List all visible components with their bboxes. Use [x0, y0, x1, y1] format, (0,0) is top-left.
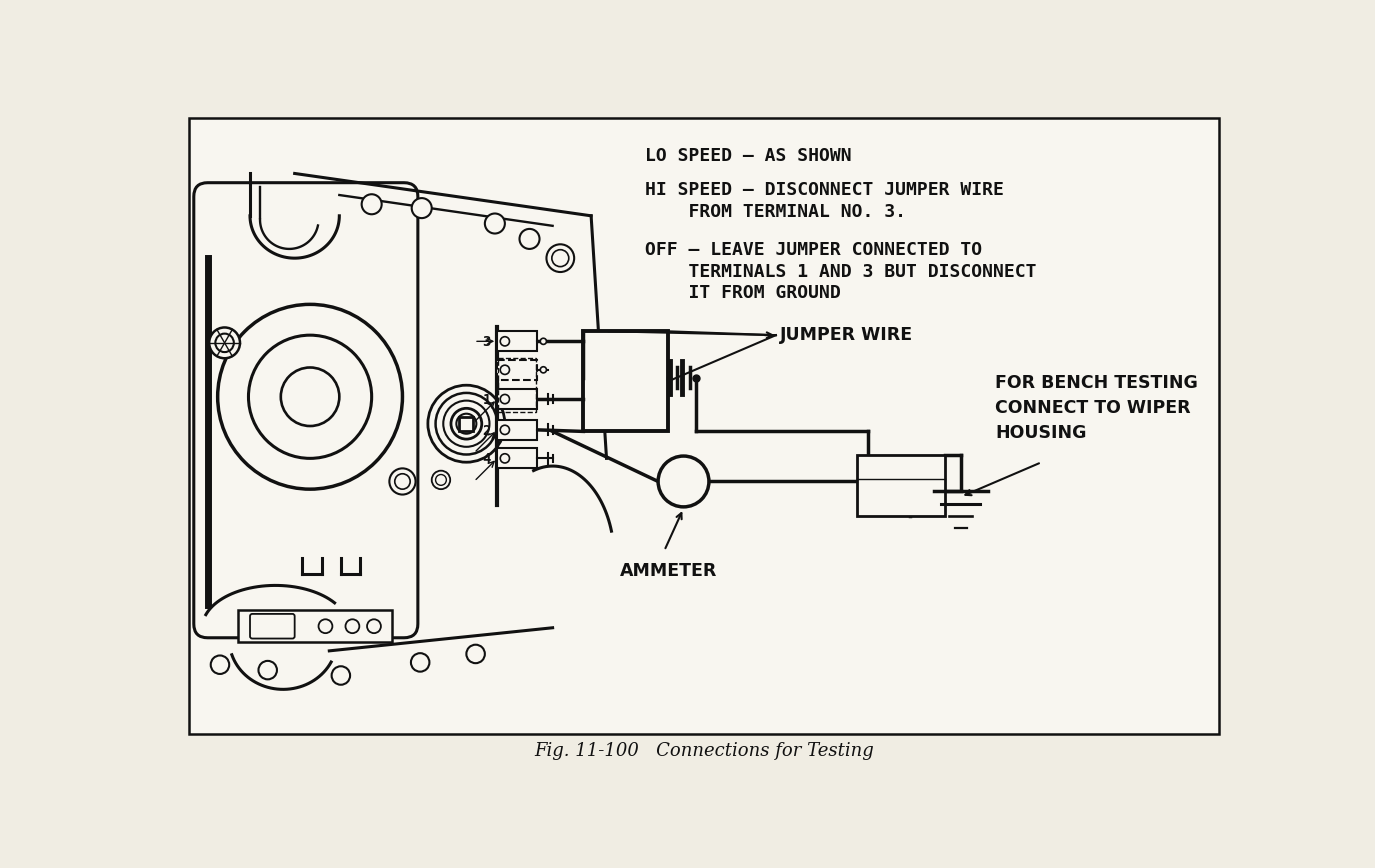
Circle shape	[520, 229, 539, 249]
Text: IT FROM GROUND: IT FROM GROUND	[645, 285, 840, 302]
Bar	[238, 610, 392, 642]
Circle shape	[216, 333, 234, 352]
Text: 3: 3	[483, 335, 491, 349]
Circle shape	[500, 394, 510, 404]
Bar	[498, 420, 538, 440]
Text: TERMINALS 1 AND 3 BUT DISCONNECT: TERMINALS 1 AND 3 BUT DISCONNECT	[645, 263, 1037, 280]
Circle shape	[258, 661, 276, 680]
Circle shape	[210, 655, 230, 674]
Circle shape	[217, 305, 403, 490]
Text: FOR BENCH TESTING
CONNECT TO WIPER
HOUSING: FOR BENCH TESTING CONNECT TO WIPER HOUSI…	[996, 373, 1198, 442]
Circle shape	[443, 401, 489, 447]
Bar	[498, 389, 538, 409]
Circle shape	[331, 667, 351, 685]
Circle shape	[209, 327, 241, 358]
Circle shape	[546, 244, 575, 272]
Text: LO SPEED – AS SHOWN: LO SPEED – AS SHOWN	[645, 147, 851, 165]
Circle shape	[540, 366, 546, 373]
Circle shape	[411, 198, 432, 218]
Bar	[498, 360, 538, 380]
Circle shape	[395, 474, 410, 490]
Text: OFF – LEAVE JUMPER CONNECTED TO: OFF – LEAVE JUMPER CONNECTED TO	[645, 241, 982, 260]
Text: AMMETER: AMMETER	[619, 562, 716, 581]
Circle shape	[432, 470, 450, 490]
Circle shape	[345, 619, 359, 633]
Circle shape	[367, 619, 381, 633]
Bar	[583, 332, 668, 431]
Circle shape	[485, 214, 505, 233]
Circle shape	[500, 425, 510, 435]
Circle shape	[428, 385, 505, 462]
Bar	[498, 358, 536, 412]
Circle shape	[466, 645, 485, 663]
Circle shape	[500, 454, 510, 463]
Circle shape	[389, 469, 415, 495]
Circle shape	[540, 339, 546, 345]
Circle shape	[551, 250, 569, 266]
Circle shape	[249, 335, 371, 458]
Circle shape	[362, 194, 382, 214]
Text: HI SPEED – DISCONNECT JUMPER WIRE: HI SPEED – DISCONNECT JUMPER WIRE	[645, 181, 1004, 199]
Circle shape	[456, 414, 476, 434]
Text: 4: 4	[483, 452, 491, 466]
Circle shape	[451, 408, 481, 439]
Circle shape	[436, 393, 498, 455]
Text: Fig. 11-100   Connections for Testing: Fig. 11-100 Connections for Testing	[535, 742, 874, 760]
Circle shape	[280, 367, 340, 426]
Circle shape	[500, 337, 510, 346]
Circle shape	[411, 653, 429, 672]
Circle shape	[436, 475, 447, 485]
Circle shape	[659, 456, 710, 507]
Text: 2: 2	[483, 424, 491, 437]
Bar	[498, 449, 538, 469]
Circle shape	[500, 365, 510, 374]
Text: JUMPER WIRE: JUMPER WIRE	[780, 326, 913, 344]
Bar	[857, 455, 945, 516]
Bar	[498, 332, 538, 352]
Text: 1: 1	[483, 393, 491, 407]
Circle shape	[319, 619, 333, 633]
FancyBboxPatch shape	[194, 182, 418, 638]
Bar	[459, 417, 473, 431]
Text: FROM TERMINAL NO. 3.: FROM TERMINAL NO. 3.	[645, 203, 906, 220]
FancyBboxPatch shape	[250, 614, 294, 639]
